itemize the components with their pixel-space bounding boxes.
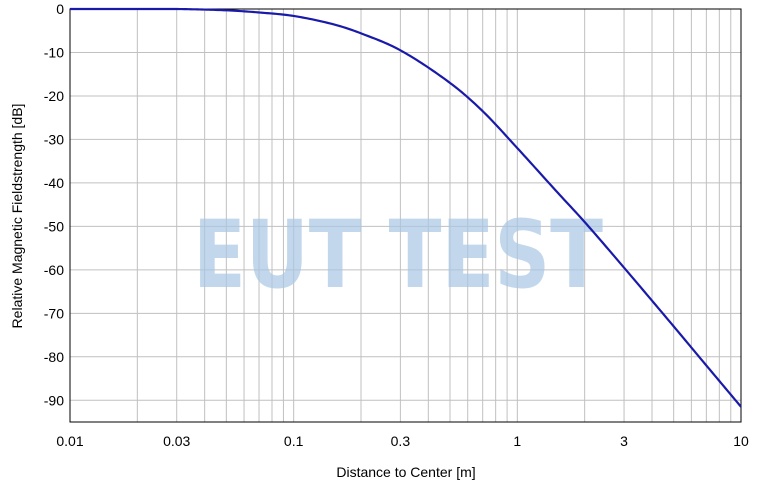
y-tick-label: -60 — [44, 262, 64, 278]
y-tick-label: -90 — [44, 392, 64, 408]
x-tick-label: 0.03 — [163, 433, 190, 449]
y-tick-label: -30 — [44, 131, 64, 147]
series-line — [70, 7, 742, 408]
plot-frame — [69, 8, 742, 423]
y-tick-label: -80 — [44, 349, 64, 365]
x-tick-label: 0.01 — [56, 433, 83, 449]
y-tick-label: -10 — [44, 44, 64, 60]
y-tick-label: -20 — [44, 88, 64, 104]
x-tick-label: 0.3 — [391, 433, 411, 449]
x-axis-label: Distance to Center [m] — [336, 464, 475, 480]
y-tick-label: -70 — [44, 305, 64, 321]
x-tick-label: 1 — [513, 433, 521, 449]
x-tick-label: 0.1 — [284, 433, 304, 449]
x-tick-label: 10 — [733, 433, 749, 449]
tick-labels: 0.01 0.03 0.1 0.3 1 3 10 0 -10 -20 -30 -40 -50 -60 -70… — [44, 1, 749, 449]
x-tick-label: 3 — [620, 433, 628, 449]
grid — [70, 9, 741, 422]
y-tick-label: -40 — [44, 175, 64, 191]
y-axis-label: Relative Magnetic Fieldstrength [dB] — [9, 104, 25, 329]
y-tick-label: -50 — [44, 218, 64, 234]
watermark: EUT TEST — [193, 201, 603, 310]
y-tick-label: 0 — [56, 1, 64, 17]
